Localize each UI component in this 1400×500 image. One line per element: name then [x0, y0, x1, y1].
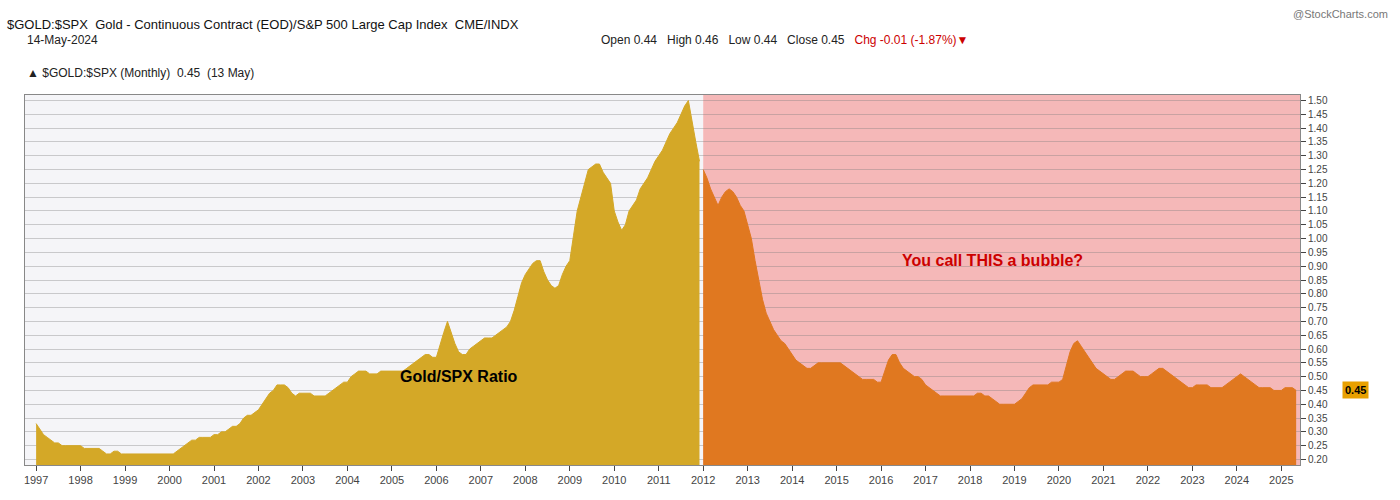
- svg-text:2010: 2010: [602, 474, 626, 486]
- svg-text:0.30: 0.30: [1308, 426, 1328, 437]
- svg-text:1.40: 1.40: [1308, 123, 1328, 134]
- svg-text:2004: 2004: [335, 474, 359, 486]
- svg-text:1.05: 1.05: [1308, 219, 1328, 230]
- svg-text:1.45: 1.45: [1308, 109, 1328, 120]
- svg-text:2007: 2007: [469, 474, 493, 486]
- svg-text:0.45: 0.45: [1345, 384, 1366, 396]
- svg-text:2012: 2012: [691, 474, 715, 486]
- svg-text:0.20: 0.20: [1308, 454, 1328, 465]
- svg-text:1.35: 1.35: [1308, 136, 1328, 147]
- svg-text:0.85: 0.85: [1308, 275, 1328, 286]
- svg-text:2019: 2019: [1002, 474, 1026, 486]
- svg-text:2003: 2003: [291, 474, 315, 486]
- svg-text:2020: 2020: [1047, 474, 1071, 486]
- svg-text:2014: 2014: [780, 474, 804, 486]
- svg-text:2008: 2008: [513, 474, 537, 486]
- svg-text:2018: 2018: [958, 474, 982, 486]
- svg-text:1.15: 1.15: [1308, 192, 1328, 203]
- svg-text:1.25: 1.25: [1308, 164, 1328, 175]
- svg-text:0.40: 0.40: [1308, 399, 1328, 410]
- svg-text:2005: 2005: [380, 474, 404, 486]
- svg-text:You call THIS a bubble?: You call THIS a bubble?: [902, 252, 1083, 269]
- svg-text:@StockCharts.com: @StockCharts.com: [1293, 8, 1388, 20]
- svg-text:2016: 2016: [869, 474, 893, 486]
- svg-text:1.10: 1.10: [1308, 205, 1328, 216]
- svg-text:1997: 1997: [24, 474, 48, 486]
- svg-text:$GOLD:$SPX Gold - Continuous: $GOLD:$SPX Gold - Continuous Contract (E…: [7, 17, 519, 32]
- svg-text:0.65: 0.65: [1308, 330, 1328, 341]
- svg-text:0.45: 0.45: [1308, 385, 1328, 396]
- svg-text:2001: 2001: [202, 474, 226, 486]
- svg-text:2023: 2023: [1180, 474, 1204, 486]
- svg-text:2006: 2006: [424, 474, 448, 486]
- svg-text:2024: 2024: [1225, 474, 1249, 486]
- svg-text:0.35: 0.35: [1308, 413, 1328, 424]
- svg-text:14-May-2024: 14-May-2024: [27, 33, 98, 47]
- svg-text:1.20: 1.20: [1308, 178, 1328, 189]
- svg-text:2021: 2021: [1091, 474, 1115, 486]
- svg-text:2009: 2009: [558, 474, 582, 486]
- svg-text:Gold/SPX Ratio: Gold/SPX Ratio: [400, 368, 518, 385]
- svg-text:0.80: 0.80: [1308, 288, 1328, 299]
- svg-text:0.25: 0.25: [1308, 440, 1328, 451]
- svg-text:2013: 2013: [735, 474, 759, 486]
- svg-text:1.30: 1.30: [1308, 150, 1328, 161]
- svg-text:0.55: 0.55: [1308, 357, 1328, 368]
- svg-text:0.50: 0.50: [1308, 371, 1328, 382]
- svg-text:2017: 2017: [913, 474, 937, 486]
- svg-text:0.90: 0.90: [1308, 261, 1328, 272]
- svg-text:2025: 2025: [1269, 474, 1293, 486]
- svg-text:1.00: 1.00: [1308, 233, 1328, 244]
- svg-text:Open 0.44 High 0.46 Low 0.: Open 0.44 High 0.46 Low 0.44 Close 0.45 …: [601, 33, 968, 47]
- svg-text:2011: 2011: [647, 474, 671, 486]
- svg-text:1.50: 1.50: [1308, 95, 1328, 106]
- svg-text:0.95: 0.95: [1308, 247, 1328, 258]
- svg-text:2015: 2015: [824, 474, 848, 486]
- svg-text:2000: 2000: [157, 474, 181, 486]
- svg-text:1998: 1998: [68, 474, 92, 486]
- svg-text:2022: 2022: [1136, 474, 1160, 486]
- svg-text:2002: 2002: [246, 474, 270, 486]
- svg-text:0.75: 0.75: [1308, 302, 1328, 313]
- svg-text:0.60: 0.60: [1308, 344, 1328, 355]
- svg-text:1999: 1999: [113, 474, 137, 486]
- svg-text:▲ $GOLD:$SPX (Monthly) 0.45: ▲ $GOLD:$SPX (Monthly) 0.45 (13 May): [27, 66, 254, 80]
- svg-text:0.70: 0.70: [1308, 316, 1328, 327]
